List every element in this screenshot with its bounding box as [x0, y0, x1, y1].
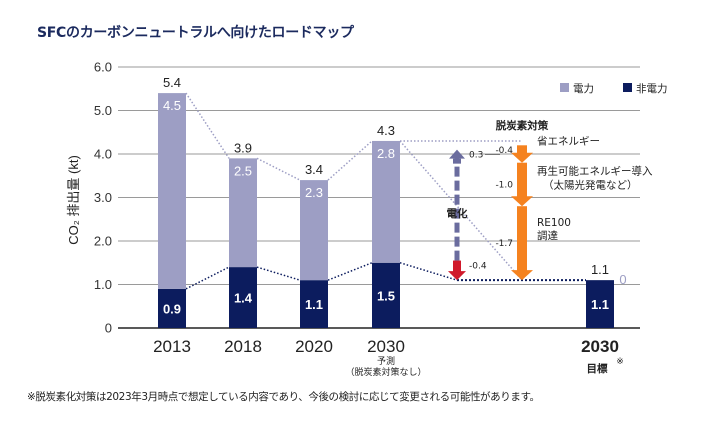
y-tick-label: 5.0 [94, 103, 112, 118]
electrification-up-arrow-stem [453, 158, 461, 164]
decarbonization-step-value: -0.4 [495, 146, 513, 156]
y-axis-label: CO₂ 排出量 (kt) [66, 155, 81, 245]
decarbonization-step-value: -1.0 [495, 180, 513, 190]
decarbonization-step-value: -1.7 [495, 239, 513, 249]
non-electric-bridge-line [399, 262, 458, 281]
electrification-down-arrow [448, 271, 466, 281]
bar-total-label: 1.1 [591, 262, 609, 277]
bar-electric [300, 180, 328, 281]
legend-label: 電力 [573, 82, 594, 95]
bar-non-electric [229, 267, 257, 328]
bar-electric [158, 93, 186, 289]
legend-swatch [560, 83, 569, 92]
electrification-label: 電化 [447, 207, 468, 220]
total-trend-line [327, 140, 373, 181]
bar-label-electric: 2.3 [305, 185, 323, 200]
x-tick-label: 2030 [367, 337, 405, 356]
y-tick-label: 2.0 [94, 234, 112, 249]
bar-label-electric: 2.8 [377, 146, 395, 161]
total-trend-line [256, 157, 301, 181]
y-tick-label: 3.0 [94, 190, 112, 205]
x-tick-sublabel: （脱炭素対策なし） [345, 366, 426, 378]
y-tick-label: 4.0 [94, 147, 112, 162]
bar-electric [372, 140, 400, 263]
decarbonization-step-sublabel: （太陽光発電など） [543, 179, 638, 192]
y-tick-label: 1.0 [94, 277, 112, 292]
bar-label-electric: 0 [619, 272, 626, 287]
chart-title: SFCのカーボンニュートラルへ向けたロードマップ [37, 25, 354, 41]
y-tick-label: 0 [105, 321, 112, 336]
bar-label-electric: 4.5 [163, 98, 181, 113]
bar-total-label: 5.4 [163, 75, 181, 90]
bar-label-electric: 2.5 [234, 163, 252, 178]
x-tick-footnote-mark: ※ [616, 357, 624, 367]
bars: 0.9 4.5 5.4 1.4 2.5 3.9 1.1 2.3 3.4 1.5 2.8 4.3 1.1 0… [158, 75, 627, 328]
non-electric-trend-line [185, 266, 230, 290]
footnote: ※脱炭素化対策は2023年3月時点で想定している内容であり、今後の検討に応じて変… [27, 391, 540, 403]
bar-non-electric [586, 280, 614, 328]
bar-non-electric [300, 280, 328, 328]
decarbonization-arrow-stem [517, 206, 527, 272]
x-tick-label: 2018 [224, 337, 262, 356]
decarbonization-arrow-stem [517, 145, 527, 154]
decarbonization-arrow-head [511, 196, 533, 207]
legend-swatch [623, 83, 632, 92]
bar-non-electric [158, 288, 186, 328]
bar-total-label: 3.4 [305, 162, 323, 177]
bridge-diagonal-line [399, 140, 523, 281]
electrification-down-arrow-stem [453, 260, 461, 273]
legend-label: 非電力 [636, 82, 668, 95]
x-tick-sublabel: 目標 [587, 362, 608, 375]
decarbonization-step-label: 再生可能エネルギー導入 [537, 165, 653, 178]
decarbonization-arrow-stem [517, 162, 527, 198]
bar-label-non-electric: 1.5 [377, 288, 395, 303]
non-electric-trend-line [256, 266, 301, 281]
bar-label-non-electric: 1.1 [591, 297, 609, 312]
bar-non-electric [372, 262, 400, 328]
legend: 電力 非電力 [560, 82, 668, 95]
electrification-increase-label: 0.3 [469, 151, 483, 161]
decarbonization-step-label: RE100 [537, 217, 571, 229]
decarbonization-step-sublabel: 調達 [537, 229, 558, 242]
total-trend-line [185, 92, 230, 159]
bridge-annotations: 0.3 -0.4 電化 脱炭素対策 -0.4 省エネルギー -1.0 再生可能エネルギー導入（… [447, 119, 653, 281]
decarbonization-arrow-head [511, 152, 533, 163]
x-tick-label: 2030 [581, 337, 619, 356]
trend-lines [185, 92, 586, 290]
y-axis: 0 1.0 2.0 3.0 4.0 5.0 6.0 [94, 60, 112, 336]
bar-label-non-electric: 0.9 [163, 301, 181, 316]
bar-label-non-electric: 1.1 [305, 297, 323, 312]
decarbonization-step-label: 省エネルギー [537, 134, 600, 147]
non-electric-trend-line [327, 262, 373, 281]
decarbonization-arrow-head [511, 270, 533, 281]
electrification-decrease-label: -0.4 [469, 262, 487, 272]
decarbonization-header: 脱炭素対策 [496, 119, 549, 132]
bar-total-label: 4.3 [377, 123, 395, 138]
x-tick-label: 2020 [295, 337, 333, 356]
electrification-up-arrow [449, 149, 465, 159]
bar-label-non-electric: 1.4 [234, 291, 253, 306]
bar-total-label: 3.9 [234, 140, 252, 155]
bar-electric [229, 158, 257, 268]
x-tick-sublabel: 予測 [377, 355, 395, 367]
y-tick-label: 6.0 [94, 60, 112, 75]
x-tick-label: 2013 [153, 337, 191, 356]
